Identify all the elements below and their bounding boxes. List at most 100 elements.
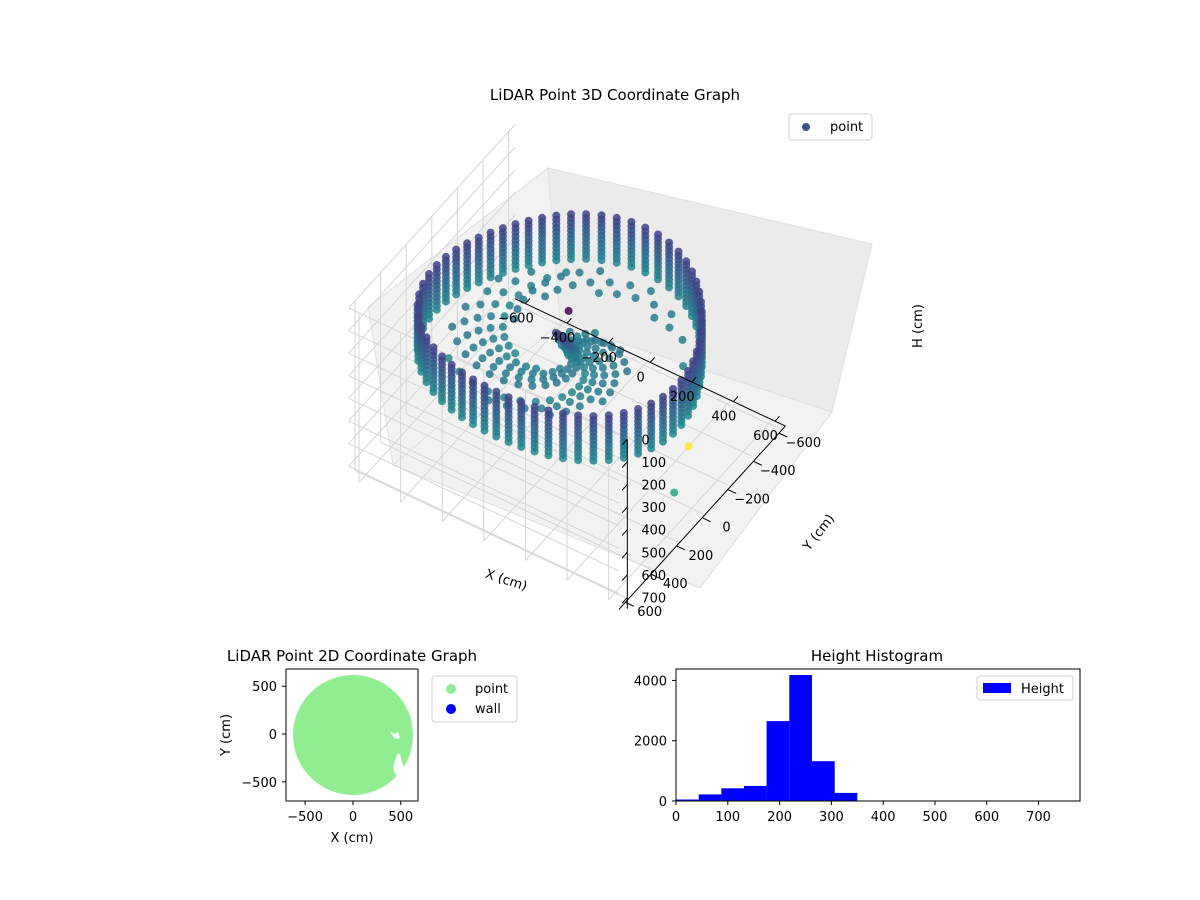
y-tick-label-3d: −600 <box>785 436 821 451</box>
point-3d <box>561 374 570 383</box>
z-tick-label-3d: 200 <box>641 478 666 493</box>
legend-point-marker <box>446 684 456 694</box>
histogram-bar <box>766 721 790 801</box>
legend-3d-marker <box>802 123 810 131</box>
chart-2d-title: LiDAR Point 2D Coordinate Graph <box>227 647 477 665</box>
point-3d <box>697 317 706 326</box>
y-axis-label-2d: Y (cm) <box>219 714 234 757</box>
point-3d <box>599 348 608 357</box>
point-3d <box>469 375 478 384</box>
point-3d <box>679 362 688 371</box>
point-3d <box>597 211 606 220</box>
point-3d <box>487 312 496 321</box>
legend-2d-wall-label: wall <box>475 702 501 717</box>
point-3d <box>678 335 687 344</box>
y-tick-label-2d: 500 <box>252 680 277 695</box>
y-tick-label-3d: −200 <box>734 492 770 507</box>
point-3d <box>489 362 498 371</box>
x-tick-label-3d: 600 <box>753 429 778 444</box>
histogram-bar <box>744 785 767 801</box>
point-3d <box>595 357 604 366</box>
point-3d <box>650 300 658 309</box>
point-3d <box>476 300 485 309</box>
legend-histogram: Height <box>976 675 1074 701</box>
point-3d <box>558 393 567 402</box>
point-3d <box>646 287 655 296</box>
point-3d <box>530 402 539 411</box>
x-tick-label-3d: −200 <box>581 351 617 366</box>
point-3d <box>600 371 609 380</box>
point-3d <box>539 375 548 384</box>
point-3d <box>585 358 594 367</box>
point-3d <box>650 313 659 322</box>
point-3d <box>501 369 510 378</box>
plot-frame-histogram <box>675 668 1081 802</box>
point-3d <box>627 218 636 226</box>
point-3d <box>422 333 431 342</box>
histogram-bars <box>676 675 858 801</box>
point-3d <box>582 335 591 344</box>
point-3d <box>478 354 487 363</box>
gap-1 <box>390 730 400 739</box>
point-3d <box>489 334 498 343</box>
point-3d <box>582 210 591 219</box>
point-3d <box>557 272 565 281</box>
ticks-2d: −500 0 500 500 0 −500 <box>241 680 413 825</box>
point-3d <box>665 323 674 332</box>
point-3d <box>472 361 481 370</box>
chart-histogram: Height Histogram 0 100 200 300 400 500 600 7000… <box>634 647 1081 825</box>
legend-3d: point <box>788 113 873 141</box>
y-tick-label-3d: −400 <box>760 464 796 479</box>
point-3d <box>438 352 446 361</box>
point-3d <box>527 267 536 276</box>
x-tick-label-histogram: 600 <box>974 810 999 825</box>
point-3d <box>551 328 560 337</box>
x-tick-label-2d: 500 <box>388 810 413 825</box>
point-3d <box>583 385 592 394</box>
point-3d <box>575 268 584 277</box>
histogram-title: Height Histogram <box>811 647 943 665</box>
chart-2d: LiDAR Point 2D Coordinate Graph −500 0 500… <box>219 647 518 846</box>
plot-frame-2d <box>285 668 419 802</box>
point-3d <box>504 393 513 402</box>
point-3d <box>575 402 584 411</box>
point-3d <box>610 379 619 388</box>
y-tick-label-3d: 0 <box>722 521 730 536</box>
point-3d <box>594 387 603 396</box>
point-3d <box>513 305 522 314</box>
point-3d <box>504 341 513 350</box>
point-3d <box>511 314 519 323</box>
point-3d <box>499 376 508 385</box>
point-3d <box>579 376 588 384</box>
point-3d <box>559 409 567 418</box>
point-3d <box>553 285 562 294</box>
point-3d <box>695 287 704 296</box>
point-3d <box>511 277 520 286</box>
x-tick-label-3d: 400 <box>711 410 736 425</box>
y-tick-label-histogram: 0 <box>659 795 667 810</box>
point-3d <box>581 369 589 378</box>
x-tick-label-3d: −400 <box>540 331 576 346</box>
point-3d <box>537 404 546 413</box>
point-3d <box>473 313 482 322</box>
point-3d <box>688 267 696 276</box>
y-tick-label-histogram: 4000 <box>634 674 667 689</box>
point-3d <box>541 381 550 390</box>
point-3d <box>586 395 595 404</box>
point-3d <box>611 370 620 379</box>
point-3d <box>641 223 650 232</box>
point-3d <box>498 224 507 233</box>
point-3d <box>500 312 509 321</box>
y-axis-label-3d: Y (cm) <box>800 512 838 555</box>
point-3d <box>517 398 526 407</box>
histogram-bar <box>721 788 744 801</box>
point-3d <box>419 279 428 288</box>
point-3d <box>506 363 515 372</box>
point-3d <box>615 350 624 359</box>
point-3d <box>682 257 691 266</box>
point-3d <box>692 277 701 286</box>
point-3d <box>491 300 500 309</box>
x-tick-label-histogram: 300 <box>819 810 844 825</box>
point-3d <box>631 294 640 302</box>
